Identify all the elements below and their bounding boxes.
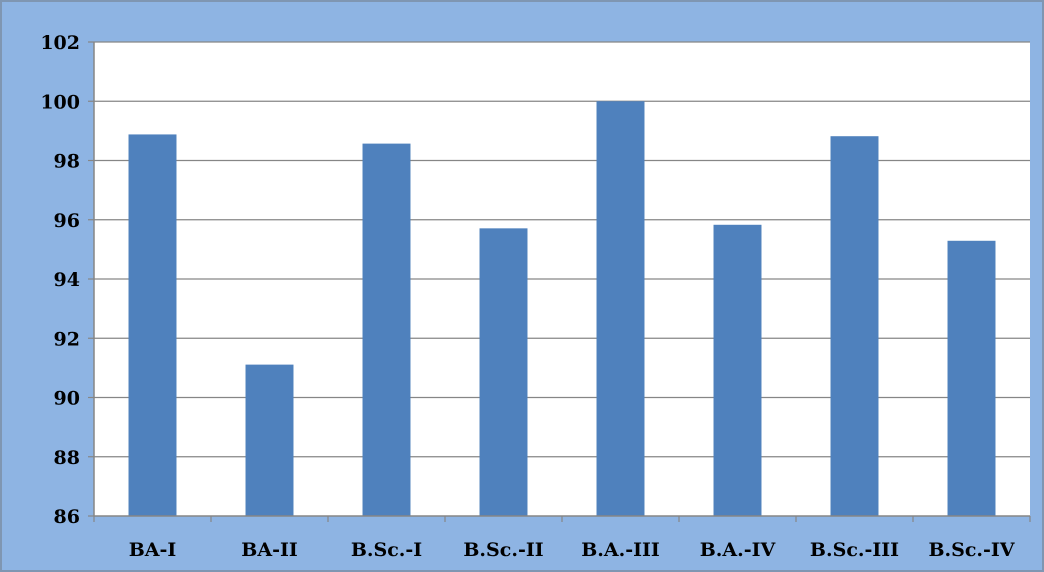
y-tick-label: 90: [54, 388, 80, 410]
x-category-label: B.Sc.-I: [351, 539, 422, 561]
x-category-label: B.Sc.-IV: [928, 539, 1015, 561]
y-tick-label: 102: [40, 32, 80, 54]
bar: [245, 364, 294, 516]
y-tick-label: 96: [54, 210, 80, 232]
bar: [713, 224, 762, 516]
y-tick-label: 94: [54, 269, 80, 291]
bar: [947, 240, 996, 516]
y-axis-tick-labels: 86 88 90 92 94 96 98 100 102: [40, 32, 80, 528]
x-category-label: B.A.-IV: [700, 539, 777, 561]
y-tick-label: 88: [54, 447, 80, 469]
x-category-label: B.Sc.-II: [463, 539, 543, 561]
bar: [479, 228, 528, 516]
bar: [362, 143, 411, 516]
x-category-label: BA-I: [129, 539, 177, 561]
axes: [88, 41, 1031, 522]
x-category-label: B.A.-III: [581, 539, 660, 561]
bars: [128, 101, 996, 516]
x-axis-category-labels: BA-I BA-II B.Sc.-I B.Sc.-II B.A.-III B.A.-IV B…: [129, 539, 1016, 561]
bar: [596, 101, 645, 516]
bar: [128, 134, 177, 516]
y-tick-label: 92: [54, 328, 80, 350]
bar: [830, 136, 879, 516]
x-category-label: BA-II: [241, 539, 298, 561]
y-tick-label: 86: [54, 506, 80, 528]
y-tick-label: 100: [40, 91, 80, 113]
y-tick-label: 98: [54, 151, 80, 173]
x-category-label: B.Sc.-III: [810, 539, 899, 561]
